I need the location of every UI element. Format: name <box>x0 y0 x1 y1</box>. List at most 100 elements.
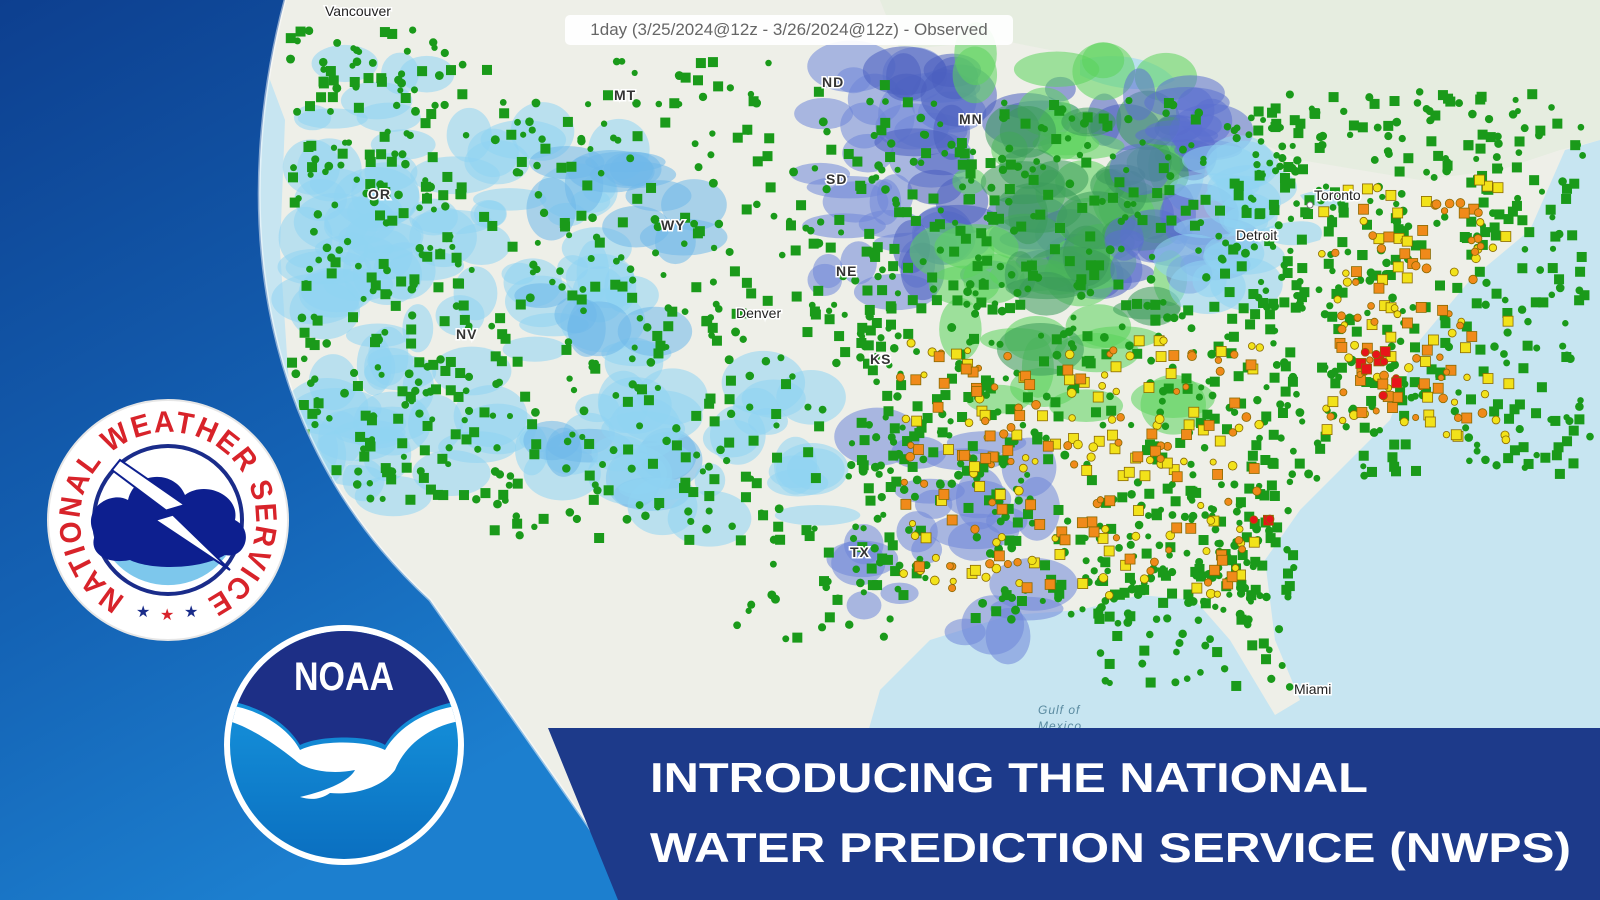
gauge <box>1200 155 1207 163</box>
gauge <box>556 162 567 173</box>
gauge <box>723 456 731 465</box>
gauge <box>961 465 972 476</box>
gauge <box>579 406 589 416</box>
gauge <box>937 121 944 128</box>
gauge <box>785 220 796 231</box>
water-label: Gulf of <box>1038 703 1081 717</box>
gauge <box>1024 285 1032 293</box>
gauge <box>1266 480 1277 491</box>
state-label: KS <box>870 351 891 367</box>
gauge <box>915 525 926 536</box>
gauge <box>1482 180 1493 192</box>
gauge <box>1064 135 1072 142</box>
gauge <box>1410 240 1421 251</box>
gauge <box>643 323 652 332</box>
gauge <box>1175 437 1186 448</box>
precip-area <box>709 405 766 465</box>
precip-area <box>790 162 851 185</box>
gauge <box>1247 598 1254 605</box>
gauge <box>1146 428 1158 440</box>
gauge <box>882 390 893 401</box>
gauge <box>1323 226 1334 237</box>
gauge <box>845 620 854 629</box>
headline: WATER PREDICTION SERVICE (NWPS) <box>650 824 1571 871</box>
gauge <box>1158 397 1166 405</box>
precip-area <box>1001 437 1057 497</box>
gauge <box>1575 286 1584 295</box>
gauge <box>810 309 821 320</box>
gauge <box>1042 392 1051 401</box>
gauge <box>1365 276 1375 285</box>
gauge <box>307 408 318 419</box>
gauge <box>1039 356 1050 367</box>
gauge <box>949 246 960 257</box>
gauge <box>1217 481 1225 489</box>
gauge <box>963 287 972 297</box>
gauge <box>907 189 918 200</box>
gauge <box>757 509 765 517</box>
gauge <box>879 266 886 274</box>
gauge <box>1189 220 1200 231</box>
gauge <box>316 92 327 103</box>
gauge <box>867 365 878 376</box>
gauge <box>1248 536 1260 548</box>
gauge <box>1391 377 1402 389</box>
gauge <box>938 489 950 500</box>
gauge <box>831 301 838 308</box>
gauge <box>1187 351 1197 362</box>
gauge <box>495 313 506 324</box>
gauge <box>349 76 360 87</box>
gauge <box>876 125 887 136</box>
gauge <box>998 165 1008 175</box>
gauge <box>1233 124 1241 132</box>
gauge <box>709 474 720 485</box>
gauge <box>1109 346 1118 355</box>
gauge <box>1336 362 1347 373</box>
gauge <box>988 498 997 507</box>
gauge <box>1293 200 1300 207</box>
precip-area <box>1072 42 1136 101</box>
gauge <box>1212 647 1223 658</box>
gauge <box>299 327 310 338</box>
gauge <box>796 200 807 211</box>
gauge <box>1420 356 1431 367</box>
gauge <box>1323 258 1334 269</box>
gauge <box>514 118 521 126</box>
gauge <box>748 435 759 446</box>
gauge <box>398 150 407 159</box>
gauge <box>1455 389 1462 396</box>
gauge <box>1139 645 1150 656</box>
state-label: OR <box>368 186 391 202</box>
gauge <box>1443 368 1451 376</box>
gauge <box>1494 209 1505 220</box>
star: ★ <box>184 604 198 621</box>
gauge <box>538 135 546 143</box>
gauge <box>549 278 556 286</box>
gauge <box>731 327 741 337</box>
gauge <box>863 340 874 351</box>
gauge <box>405 494 416 505</box>
gauge <box>1144 512 1152 519</box>
gauge <box>1094 613 1105 624</box>
gauge <box>1356 407 1368 418</box>
gauge <box>420 181 431 192</box>
gauge <box>566 232 573 239</box>
gauge <box>499 108 510 119</box>
gauge <box>1252 486 1262 496</box>
gauge <box>1255 343 1264 352</box>
gauge <box>1568 458 1579 469</box>
gauge <box>849 534 858 543</box>
gauge <box>1433 219 1441 227</box>
gauge <box>778 251 786 259</box>
gauge <box>1190 114 1201 125</box>
gauge <box>870 131 878 140</box>
gauge <box>947 323 957 332</box>
gauge <box>1224 497 1233 506</box>
gauge <box>955 225 966 236</box>
gauge <box>709 278 717 286</box>
gauge <box>971 386 983 397</box>
gauge <box>1112 387 1120 396</box>
gauge <box>871 318 882 329</box>
gauge <box>461 416 468 424</box>
gauge <box>588 494 599 505</box>
